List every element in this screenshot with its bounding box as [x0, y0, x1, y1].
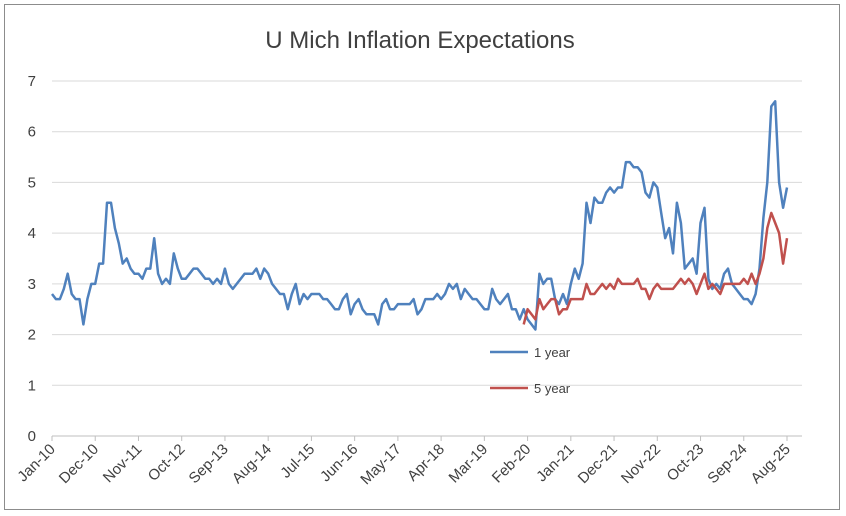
y-tick-label: 3: [28, 276, 36, 293]
legend: 1 year 5 year: [490, 345, 571, 396]
x-tick-label: Apr-18: [404, 441, 448, 485]
x-tick-label: May-17: [357, 441, 404, 488]
y-tick-label: 4: [28, 225, 36, 242]
y-tick-label: 1: [28, 377, 36, 394]
y-tick-label: 2: [28, 327, 36, 344]
chart-title: U Mich Inflation Expectations: [265, 27, 574, 54]
x-tick-label: Jan-21: [533, 441, 577, 485]
y-tick-label: 6: [28, 124, 36, 141]
series-lines: [51, 100, 789, 331]
chart-frame: [4, 4, 840, 510]
x-tick-label: Jan-10: [14, 441, 58, 485]
y-tick-label: 5: [28, 174, 36, 191]
x-tick-label: Aug-14: [229, 441, 275, 487]
series-line-5-year: [522, 211, 789, 325]
series-line-1-year: [51, 100, 789, 331]
x-tick-label: Mar-19: [446, 441, 492, 487]
y-axis-ticks: 0 1 2 3 4 5 6 7: [28, 73, 36, 445]
x-tick-label: Feb-20: [489, 441, 535, 487]
x-tick-label: Sep-24: [704, 441, 750, 487]
x-tick-label: Nov-11: [100, 441, 145, 486]
legend-label: 1 year: [534, 345, 571, 360]
x-tick-label: Jul-15: [277, 441, 318, 482]
x-tick-label: Dec-10: [56, 441, 102, 487]
x-tick-label: Jun-16: [317, 441, 361, 485]
x-tick-label: Sep-13: [186, 441, 232, 487]
x-tick-label: Dec-21: [575, 441, 621, 487]
x-tick-label: Oct-23: [664, 441, 708, 485]
legend-label: 5 year: [534, 381, 571, 396]
x-tick-label: Oct-12: [145, 441, 189, 485]
y-tick-label: 7: [28, 73, 36, 90]
x-tick-label: Nov-22: [618, 441, 664, 487]
y-tick-label: 0: [28, 428, 36, 445]
gridlines: [52, 80, 802, 386]
x-tick-label: Aug-25: [748, 441, 794, 487]
